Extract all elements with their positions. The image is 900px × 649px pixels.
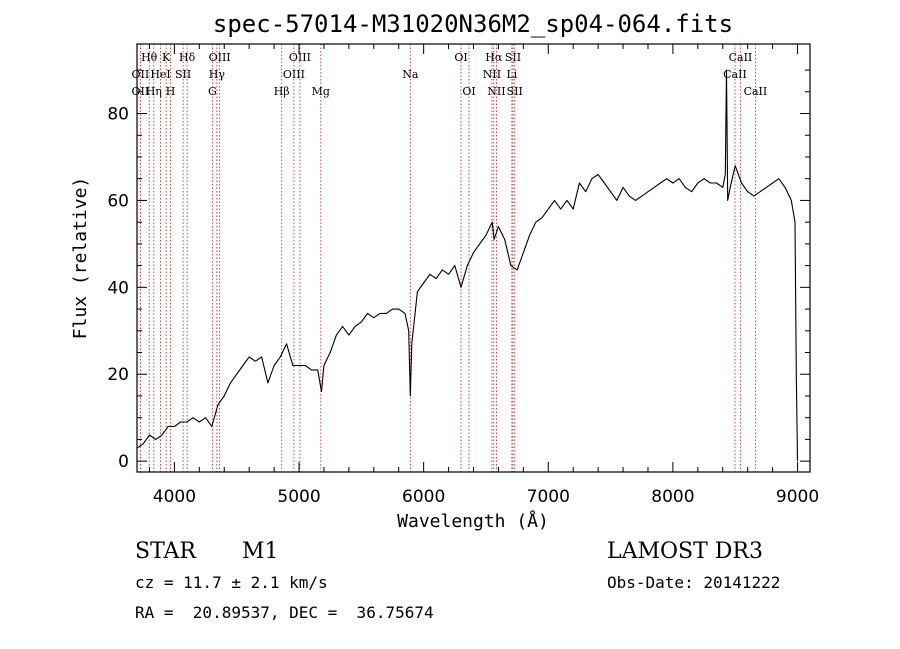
line-marker-label: OIII	[289, 51, 311, 64]
y-axis-label: Flux (relative)	[70, 177, 91, 340]
y-tick-label: 0	[118, 452, 129, 472]
survey-name: LAMOST DR3	[607, 539, 763, 564]
y-tick-label: 20	[107, 365, 129, 385]
x-tick-label: 7000	[527, 487, 570, 507]
obs-date: Obs-Date: 20141222	[607, 573, 781, 592]
line-marker-label: CaII	[729, 51, 753, 64]
x-tick-label: 4000	[153, 487, 196, 507]
line-marker-label: SII	[505, 51, 521, 64]
line-marker-label: Na	[402, 68, 419, 81]
object-subclass: M1	[242, 539, 279, 564]
line-marker-label: SII	[507, 85, 523, 98]
x-tick-label: 9000	[776, 487, 819, 507]
line-marker-label: OII	[132, 68, 150, 81]
spectrum-series	[136, 69, 799, 462]
line-marker-label: G	[208, 85, 217, 98]
line-marker-label: Hδ	[179, 51, 196, 64]
spectrum-line	[136, 69, 799, 462]
line-marker-label: SII	[175, 68, 191, 81]
redshift-info: cz = 11.7 ± 2.1 km/s	[135, 573, 328, 592]
line-marker-label: CaII	[744, 85, 768, 98]
x-axis: 4000 5000 6000 7000 8000 9000	[148, 44, 819, 507]
y-tick-label: 40	[107, 278, 129, 298]
line-marker-label: Hγ	[209, 68, 226, 81]
x-axis-label: Wavelength (Å)	[397, 510, 549, 532]
x-tick-label: 6000	[402, 487, 445, 507]
line-marker-label: HeI	[150, 68, 170, 81]
line-marker-label: NII	[487, 85, 505, 98]
x-tick-label: 8000	[651, 487, 694, 507]
line-marker-label: K	[162, 51, 171, 64]
chart-title: spec-57014-M31020N36M2_sp04-064.fits	[213, 10, 733, 38]
line-marker-label: H	[166, 85, 176, 98]
line-marker-label: OIII	[283, 68, 305, 81]
object-class: STAR	[135, 539, 196, 564]
plot-frame	[136, 43, 811, 473]
line-marker-label: Hθ	[141, 51, 158, 64]
line-marker-label: OI	[454, 51, 467, 64]
line-marker-label: OI	[462, 85, 475, 98]
y-axis: 0 20 40 60 80	[107, 69, 810, 472]
coordinates: RA = 20.89537, DEC = 36.75674	[135, 603, 434, 622]
x-tick-label: 5000	[277, 487, 320, 507]
line-marker-label: CaII	[723, 68, 747, 81]
line-marker-label: NII	[483, 68, 501, 81]
line-marker-label: Li	[506, 68, 517, 81]
y-tick-label: 80	[107, 105, 129, 125]
line-marker-label: Hη	[146, 85, 162, 98]
line-marker-label: Hα	[485, 51, 503, 64]
line-marker-label: OIII	[209, 51, 231, 64]
y-tick-label: 60	[107, 191, 129, 211]
line-marker-label: Hβ	[274, 85, 290, 98]
line-marker-label: Mg	[312, 85, 330, 98]
